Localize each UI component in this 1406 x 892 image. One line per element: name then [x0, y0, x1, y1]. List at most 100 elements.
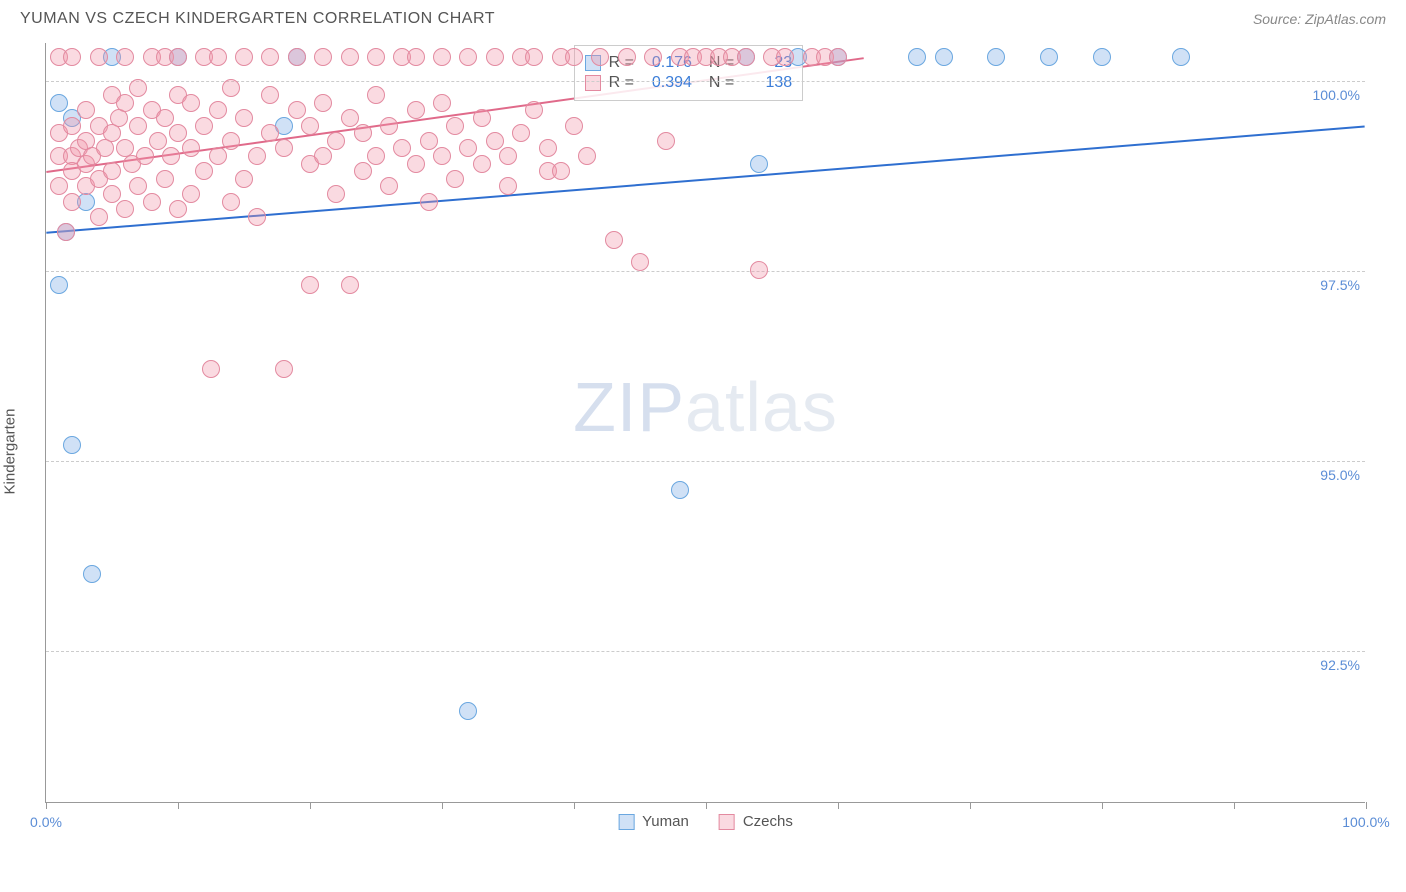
data-point: [182, 185, 200, 203]
x-tick: [178, 802, 179, 809]
data-point: [552, 162, 570, 180]
data-point: [169, 124, 187, 142]
data-point: [248, 147, 266, 165]
watermark: ZIPatlas: [573, 367, 838, 447]
data-point: [129, 177, 147, 195]
data-point: [512, 124, 530, 142]
data-point: [129, 117, 147, 135]
y-tick-label: 95.0%: [1320, 467, 1360, 483]
x-tick: [574, 802, 575, 809]
stats-swatch: [585, 75, 601, 91]
legend-swatch: [618, 814, 634, 830]
data-point: [169, 48, 187, 66]
data-point: [354, 124, 372, 142]
data-point: [433, 94, 451, 112]
data-point: [235, 109, 253, 127]
data-point: [605, 231, 623, 249]
data-point: [750, 155, 768, 173]
data-point: [987, 48, 1005, 66]
data-point: [908, 48, 926, 66]
data-point: [829, 48, 847, 66]
data-point: [83, 565, 101, 583]
data-point: [116, 48, 134, 66]
legend: Yuman Czechs: [618, 813, 793, 830]
data-point: [367, 147, 385, 165]
data-point: [1172, 48, 1190, 66]
data-point: [63, 193, 81, 211]
data-point: [275, 139, 293, 157]
data-point: [288, 101, 306, 119]
y-axis-label: Kindergarten: [2, 409, 19, 495]
data-point: [499, 147, 517, 165]
data-point: [129, 79, 147, 97]
x-tick: [442, 802, 443, 809]
data-point: [644, 48, 662, 66]
data-point: [420, 193, 438, 211]
data-point: [156, 170, 174, 188]
data-point: [420, 132, 438, 150]
chart-header: YUMAN VS CZECH KINDERGARTEN CORRELATION …: [0, 0, 1406, 33]
data-point: [578, 147, 596, 165]
gridline: [46, 271, 1365, 272]
data-point: [90, 208, 108, 226]
data-point: [459, 139, 477, 157]
data-point: [182, 139, 200, 157]
data-point: [473, 109, 491, 127]
data-point: [235, 48, 253, 66]
data-point: [248, 208, 266, 226]
legend-item: Yuman: [618, 813, 689, 830]
data-point: [77, 101, 95, 119]
data-point: [618, 48, 636, 66]
x-tick-label: 0.0%: [30, 814, 62, 830]
data-point: [222, 193, 240, 211]
x-tick: [1102, 802, 1103, 809]
data-point: [136, 147, 154, 165]
data-point: [776, 48, 794, 66]
trend-lines: [46, 43, 1365, 802]
data-point: [407, 101, 425, 119]
data-point: [50, 94, 68, 112]
data-point: [499, 177, 517, 195]
data-point: [195, 117, 213, 135]
data-point: [301, 117, 319, 135]
data-point: [195, 162, 213, 180]
watermark-light: atlas: [685, 368, 838, 446]
x-tick: [970, 802, 971, 809]
data-point: [539, 139, 557, 157]
n-label: N =: [700, 74, 734, 92]
data-point: [367, 86, 385, 104]
data-point: [446, 117, 464, 135]
data-point: [657, 132, 675, 150]
source-prefix: Source:: [1253, 11, 1305, 27]
x-tick: [310, 802, 311, 809]
data-point: [209, 101, 227, 119]
x-tick: [1234, 802, 1235, 809]
data-point: [393, 139, 411, 157]
gridline: [46, 81, 1365, 82]
x-tick: [706, 802, 707, 809]
legend-swatch: [719, 814, 735, 830]
data-point: [935, 48, 953, 66]
data-point: [261, 86, 279, 104]
plot-area: ZIPatlas R =0.176 N =23R =0.394 N =138 Y…: [45, 43, 1365, 803]
data-point: [288, 48, 306, 66]
data-point: [222, 79, 240, 97]
data-point: [341, 109, 359, 127]
data-point: [327, 132, 345, 150]
legend-item: Czechs: [719, 813, 793, 830]
data-point: [433, 147, 451, 165]
data-point: [116, 200, 134, 218]
data-point: [327, 185, 345, 203]
legend-label: Czechs: [743, 813, 793, 830]
x-tick-label: 100.0%: [1342, 814, 1389, 830]
data-point: [50, 177, 68, 195]
data-point: [103, 162, 121, 180]
data-point: [261, 48, 279, 66]
data-point: [354, 162, 372, 180]
chart-container: Kindergarten ZIPatlas R =0.176 N =23R =0…: [0, 33, 1406, 853]
data-point: [380, 117, 398, 135]
stats-row: R =0.394 N =138: [585, 74, 793, 92]
data-point: [162, 147, 180, 165]
data-point: [459, 702, 477, 720]
gridline: [46, 651, 1365, 652]
